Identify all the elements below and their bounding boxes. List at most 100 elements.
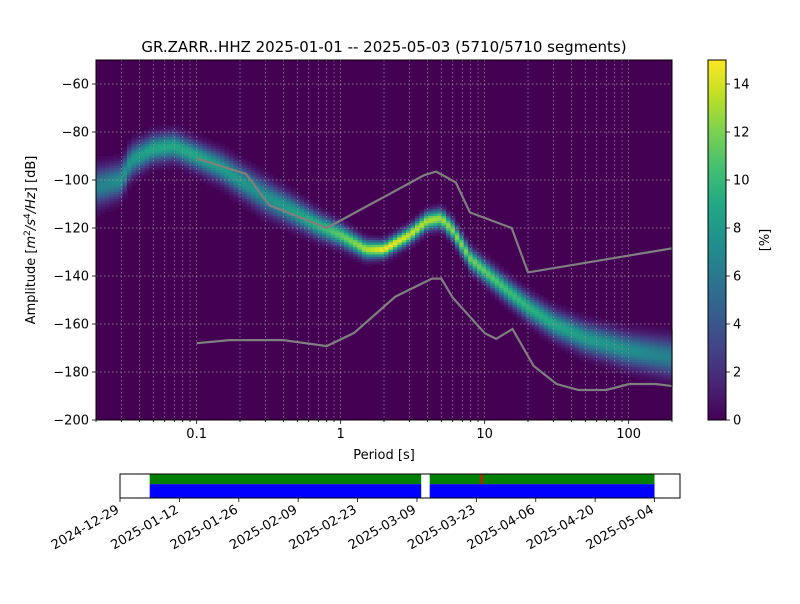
heatmap-cell (326, 216, 332, 219)
heatmap-cell (104, 180, 110, 183)
heatmap-cell (601, 326, 607, 330)
heatmap-cell (570, 352, 576, 356)
heatmap-cell (189, 144, 195, 147)
heatmap-cell (339, 237, 345, 241)
heatmap-cell (153, 136, 159, 140)
heatmap-cell (348, 249, 354, 253)
heatmap-cell (552, 326, 558, 330)
heatmap-cell (193, 160, 199, 164)
heatmap-cell (220, 189, 226, 193)
heatmap-cell (521, 290, 527, 294)
heatmap-cell (313, 232, 319, 236)
heatmap-cell (578, 345, 584, 349)
heatmap-cell (153, 153, 159, 157)
heatmap-cell (344, 240, 350, 243)
heatmap-cell (508, 302, 514, 306)
heatmap-cell (242, 184, 248, 188)
heatmap-cell (415, 228, 421, 231)
heatmap-cell (605, 362, 611, 366)
heatmap-cell (556, 340, 562, 344)
heatmap-cell (113, 170, 119, 174)
heatmap-cell (339, 228, 345, 231)
heatmap-cell (228, 151, 234, 155)
heatmap-cell (547, 309, 553, 313)
heatmap-cell (556, 319, 562, 323)
heatmap-cell (632, 372, 638, 375)
heatmap-cell (441, 225, 447, 229)
heatmap-cell (180, 170, 186, 174)
heatmap-cell (153, 156, 159, 159)
heatmap-cell (640, 362, 647, 366)
heatmap-cell (605, 350, 611, 354)
heatmap-cell (521, 285, 527, 289)
heatmap-cell (614, 360, 620, 363)
heatmap-cell (565, 331, 571, 335)
heatmap-cell (477, 264, 483, 267)
heatmap-cell (273, 213, 279, 217)
heatmap-cell (499, 280, 505, 284)
heatmap-cell (224, 187, 230, 191)
heatmap-cell (658, 343, 664, 347)
heatmap-cell (233, 156, 239, 159)
heatmap-cell (592, 328, 598, 332)
heatmap-cell (392, 228, 398, 231)
heatmap-cell (127, 144, 133, 147)
heatmap-cell (100, 170, 106, 174)
heatmap-cell (623, 362, 629, 366)
heatmap-cell (614, 324, 620, 327)
heatmap-cell (127, 182, 133, 186)
heatmap-cell (503, 273, 509, 277)
heatmap-cell (211, 158, 217, 162)
heatmap-cell (583, 360, 589, 363)
heatmap-cell (100, 211, 106, 215)
x-tick-label: 0.1 (186, 427, 207, 442)
heatmap-cell (313, 230, 319, 234)
heatmap-cell (406, 244, 412, 248)
heatmap-cell (122, 182, 128, 186)
heatmap-cell (406, 235, 412, 239)
heatmap-cell (614, 362, 620, 366)
heatmap-cell (357, 259, 363, 263)
heatmap-cell (251, 163, 257, 167)
heatmap-cell (508, 300, 514, 303)
heatmap-cell (242, 180, 248, 183)
heatmap-cell (339, 232, 345, 236)
heatmap-cell (122, 156, 128, 159)
heatmap-cell (149, 163, 155, 167)
heatmap-cell (255, 211, 261, 215)
heatmap-cell (96, 180, 102, 183)
heatmap-cell (180, 141, 186, 145)
heatmap-cell (158, 144, 164, 147)
heatmap-cell (583, 343, 589, 347)
heatmap-cell (308, 228, 314, 231)
heatmap-cell (437, 206, 443, 210)
heatmap-cell (654, 343, 660, 347)
heatmap-cell (171, 151, 177, 155)
heatmap-cell (632, 333, 638, 337)
heatmap-cell (259, 184, 265, 188)
heatmap-cell (388, 244, 394, 248)
heatmap-cell (233, 194, 239, 198)
heatmap-cell (446, 237, 452, 241)
heatmap-cell (295, 204, 301, 207)
heatmap-cell (640, 376, 647, 380)
heatmap-cell (144, 146, 150, 150)
heatmap-cell (587, 336, 593, 339)
heatmap-cell (609, 328, 615, 332)
heatmap-cell (503, 304, 509, 308)
heatmap-cell (109, 189, 115, 193)
heatmap-cell (406, 240, 412, 243)
heatmap-cell (140, 165, 146, 169)
heatmap-cell (211, 175, 217, 179)
heatmap-cell (649, 369, 655, 373)
heatmap-cell (286, 184, 292, 188)
heatmap-cell (534, 312, 540, 315)
heatmap-cell (193, 139, 199, 143)
heatmap-cell (499, 288, 505, 291)
heatmap-cell (273, 211, 279, 215)
heatmap-cell (228, 180, 234, 183)
heatmap-cell (463, 249, 469, 253)
heatmap-cell (539, 314, 545, 318)
heatmap-cell (543, 328, 549, 332)
heatmap-cell (313, 242, 319, 246)
